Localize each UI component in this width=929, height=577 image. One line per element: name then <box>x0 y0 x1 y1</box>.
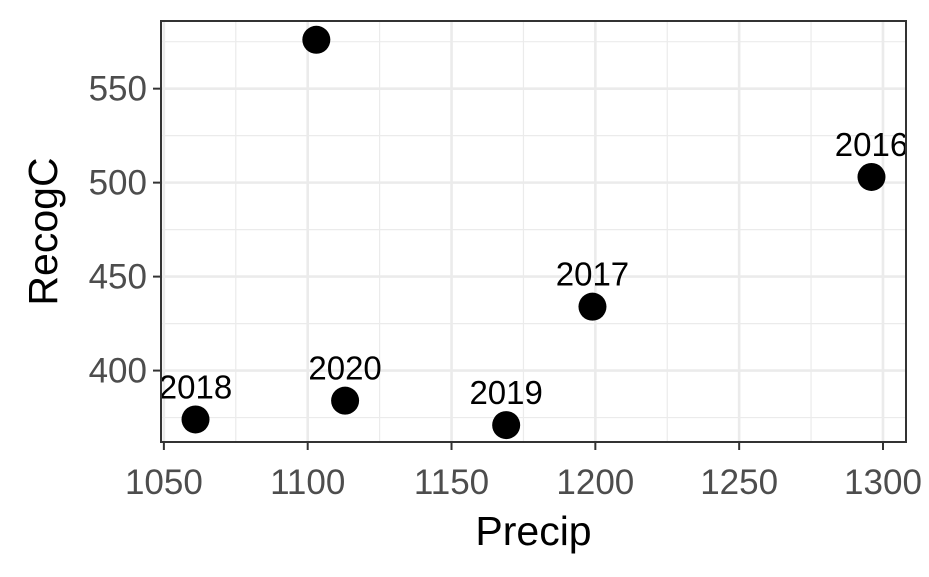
data-point <box>181 405 210 434</box>
data-point <box>578 292 607 321</box>
y-tick-label: 400 <box>89 352 147 391</box>
y-tick-label: 450 <box>89 258 147 297</box>
y-axis-ticks: 400 450 500 550 <box>89 70 161 391</box>
point-label: 2019 <box>469 374 542 411</box>
x-axis-ticks: 1050 1100 1150 1200 1250 1300 <box>125 442 922 502</box>
data-point <box>331 386 360 415</box>
x-tick-label: 1150 <box>414 463 489 502</box>
y-tick-label: 500 <box>89 164 147 203</box>
data-point <box>492 411 521 440</box>
x-tick-label: 1100 <box>270 463 345 502</box>
data-points <box>181 25 886 440</box>
x-tick-label: 1050 <box>125 463 203 502</box>
y-axis-title: RecogC <box>20 157 66 305</box>
major-gridlines <box>161 21 906 442</box>
point-label: 2017 <box>556 256 629 293</box>
x-tick-label: 1250 <box>700 463 778 502</box>
data-point <box>857 162 886 191</box>
x-tick-label: 1200 <box>556 463 634 502</box>
point-label: 2020 <box>308 350 381 387</box>
point-labels: 2016 2017 2020 2018 2019 <box>159 126 908 411</box>
x-tick-label: 1300 <box>844 463 922 502</box>
data-point <box>302 25 331 54</box>
point-label: 2018 <box>159 368 232 405</box>
x-axis-title: Precip <box>475 508 591 554</box>
panel-border <box>160 20 907 443</box>
y-tick-label: 550 <box>89 70 147 109</box>
minor-gridlines <box>161 21 906 442</box>
point-label: 2016 <box>835 126 908 163</box>
